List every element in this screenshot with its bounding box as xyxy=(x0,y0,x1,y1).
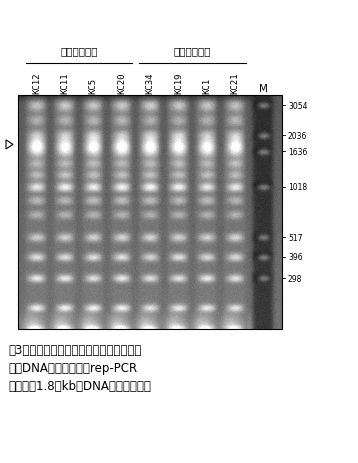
Text: KC12: KC12 xyxy=(32,72,41,94)
Text: 396: 396 xyxy=(288,253,303,262)
Text: 3054: 3054 xyxy=(288,101,308,110)
Text: の全DNAを鬳型としたrep-PCR: の全DNAを鬳型としたrep-PCR xyxy=(8,361,137,374)
Text: 1636: 1636 xyxy=(288,148,308,156)
Text: KC34: KC34 xyxy=(145,72,155,94)
Text: KC19: KC19 xyxy=(174,72,183,94)
Text: 弱病原力系統: 弱病原力系統 xyxy=(174,46,211,56)
Text: 2036: 2036 xyxy=(288,131,308,140)
Bar xyxy=(18,96,282,329)
Text: （矢印は1.8　kb　DNA断片を示す）: （矢印は1.8 kb DNA断片を示す） xyxy=(8,379,151,392)
Polygon shape xyxy=(6,141,13,150)
Text: KC20: KC20 xyxy=(117,72,126,94)
Text: KC11: KC11 xyxy=(61,72,69,94)
Text: KC1: KC1 xyxy=(202,78,211,94)
Text: 298: 298 xyxy=(288,274,303,283)
Text: 517: 517 xyxy=(288,233,303,242)
Text: 1018: 1018 xyxy=(288,183,307,192)
Text: KC5: KC5 xyxy=(89,78,98,94)
Text: M: M xyxy=(259,84,268,94)
Text: KC21: KC21 xyxy=(231,72,240,94)
Text: 強病原力系統: 強病原力系統 xyxy=(60,46,98,56)
Text: 図3．カンキツかいよう病菌各系統分離株: 図3．カンキツかいよう病菌各系統分離株 xyxy=(8,343,141,356)
